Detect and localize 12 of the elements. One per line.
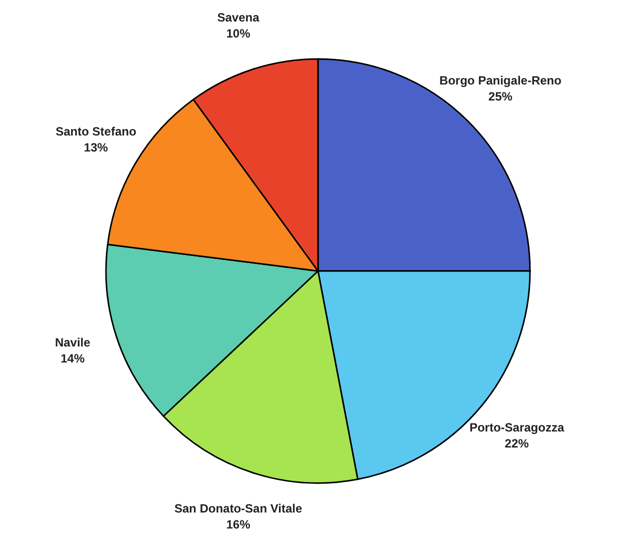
data-label: 13% bbox=[84, 140, 108, 155]
data-label: 10% bbox=[226, 26, 251, 41]
data-label: 25% bbox=[488, 90, 513, 104]
slice-label: Porto-Saragozza bbox=[469, 420, 564, 434]
slice-label: Borgo Panigale-Reno bbox=[439, 74, 562, 88]
slice-label: Santo Stefano bbox=[56, 124, 136, 139]
slice-label: Navile bbox=[54, 336, 91, 350]
slice-label: San Donato-San Vitale bbox=[174, 501, 302, 516]
data-label: 22% bbox=[504, 436, 530, 450]
data-label: 16% bbox=[226, 517, 251, 532]
slice-label: Savena bbox=[217, 10, 260, 25]
data-label: 14% bbox=[60, 352, 85, 366]
